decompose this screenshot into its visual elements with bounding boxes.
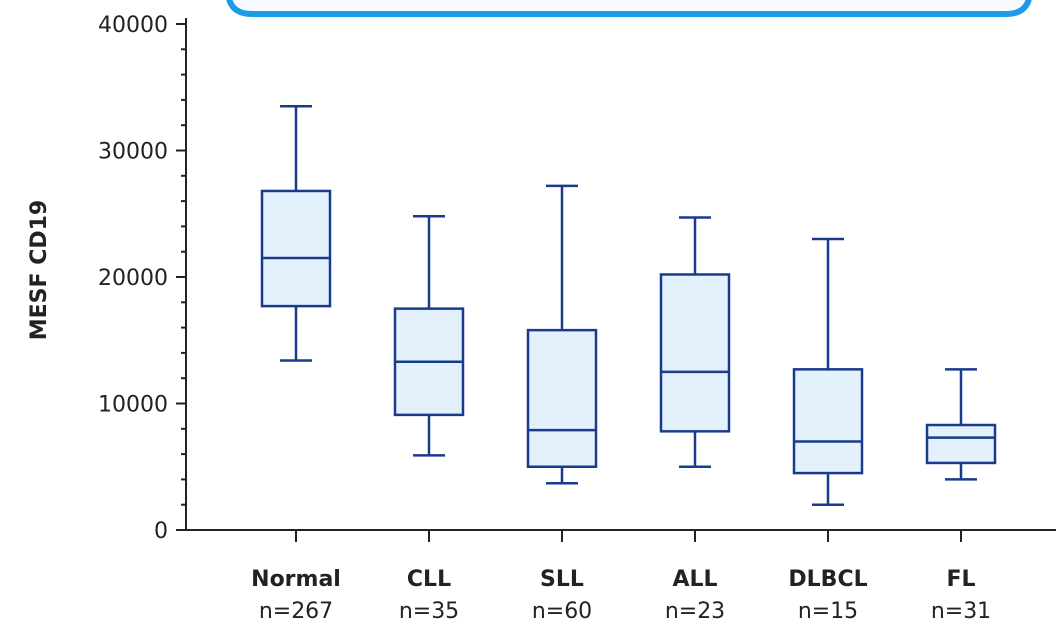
y-tick-label: 0 (154, 519, 168, 544)
y-tick-label: 30000 (98, 140, 168, 165)
y-tick-label: 40000 (98, 13, 168, 38)
y-axis: 0 10000 20000 30000 40000 (98, 13, 187, 544)
sample-size-label: n=23 (665, 599, 725, 624)
callout-box-edge (226, 0, 1032, 17)
sample-size-label: n=267 (259, 599, 333, 624)
interquartile-box (925, 423, 997, 465)
box-dlbcl (792, 237, 864, 506)
interquartile-box (792, 368, 864, 475)
x-axis: Normal n=267 CLL n=35 SLL n=60 ALL n=23 DLBCL n=1… (186, 529, 1056, 624)
interquartile-box (260, 189, 332, 308)
sample-size-label: n=35 (399, 599, 459, 624)
box-sll (526, 184, 598, 485)
box-normal (260, 104, 332, 362)
box-fl (925, 368, 997, 481)
y-tick-label: 20000 (98, 266, 168, 291)
category-label: DLBCL (788, 567, 867, 592)
box-all (659, 216, 731, 468)
category-label: CLL (407, 567, 451, 592)
category-label: ALL (672, 567, 717, 592)
category-label: SLL (540, 567, 584, 592)
sample-size-label: n=15 (798, 599, 858, 624)
y-axis-title: MESF CD19 (27, 200, 52, 340)
sample-size-label: n=31 (931, 599, 991, 624)
box-series (260, 104, 997, 506)
box-cll (393, 215, 465, 457)
y-tick-label: 10000 (98, 393, 168, 418)
category-label: Normal (251, 567, 341, 592)
sample-size-label: n=60 (532, 599, 592, 624)
interquartile-box (659, 273, 731, 433)
category-label: FL (946, 567, 975, 592)
interquartile-box (526, 328, 598, 468)
